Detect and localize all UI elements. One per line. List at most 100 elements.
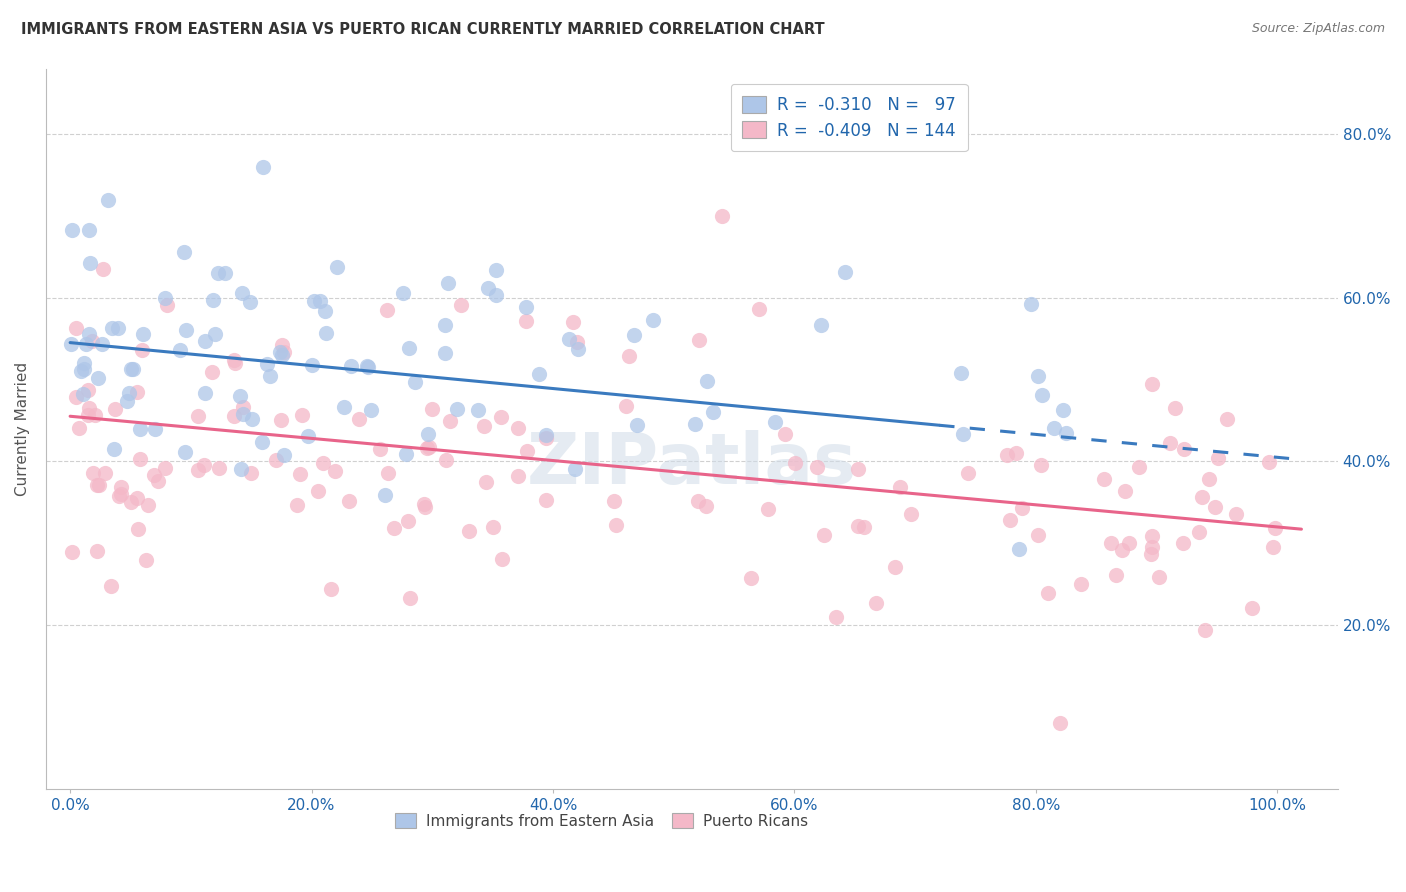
Point	[450, 297, 472, 311]
Point	[702, 404, 724, 418]
Point	[1198, 472, 1220, 486]
Point	[73, 362, 96, 376]
Point	[91, 337, 114, 351]
Point	[1036, 586, 1059, 600]
Point	[562, 315, 585, 329]
Point	[309, 294, 332, 309]
Point	[204, 327, 226, 342]
Point	[1173, 536, 1195, 550]
Point	[1188, 524, 1211, 539]
Point	[412, 497, 434, 511]
Point	[1028, 528, 1050, 542]
Point	[1105, 568, 1128, 582]
Point	[222, 409, 245, 423]
Point	[1011, 501, 1033, 516]
Point	[60, 222, 83, 236]
Point	[231, 286, 253, 301]
Point	[482, 519, 505, 533]
Point	[998, 513, 1021, 527]
Point	[1118, 536, 1140, 550]
Point	[315, 326, 337, 340]
Point	[77, 408, 100, 422]
Point	[194, 386, 217, 401]
Point	[374, 488, 396, 502]
Point	[285, 499, 308, 513]
Point	[60, 545, 83, 559]
Point	[775, 427, 797, 442]
Point	[201, 365, 224, 379]
Point	[333, 400, 356, 414]
Point	[65, 321, 87, 335]
Point	[229, 461, 252, 475]
Point	[222, 353, 245, 368]
Point	[997, 448, 1019, 462]
Point	[70, 364, 93, 378]
Point	[467, 402, 489, 417]
Point	[301, 358, 323, 372]
Point	[311, 456, 333, 470]
Point	[82, 334, 104, 349]
Point	[1206, 451, 1229, 466]
Point	[118, 386, 141, 401]
Point	[1092, 472, 1115, 486]
Point	[614, 399, 637, 413]
Point	[1043, 421, 1066, 435]
Point	[1070, 577, 1092, 591]
Point	[94, 466, 117, 480]
Point	[1099, 536, 1122, 550]
Point	[688, 334, 710, 348]
Point	[86, 478, 108, 492]
Point	[252, 160, 274, 174]
Point	[515, 314, 537, 328]
Point	[129, 422, 152, 436]
Point	[806, 460, 828, 475]
Point	[201, 293, 224, 308]
Point	[1021, 297, 1043, 311]
Point	[108, 489, 131, 503]
Point	[173, 244, 195, 259]
Point	[256, 357, 278, 371]
Point	[271, 337, 294, 351]
Point	[1142, 377, 1164, 392]
Point	[187, 409, 209, 424]
Point	[232, 400, 254, 414]
Point	[148, 475, 170, 489]
Point	[72, 356, 94, 370]
Point	[1257, 455, 1279, 469]
Point	[506, 468, 529, 483]
Point	[193, 458, 215, 472]
Point	[846, 461, 869, 475]
Point	[1163, 401, 1185, 416]
Point	[79, 401, 101, 415]
Point	[117, 393, 139, 408]
Point	[100, 579, 122, 593]
Point	[1204, 500, 1226, 515]
Point	[641, 313, 664, 327]
Point	[534, 431, 557, 445]
Point	[865, 596, 887, 610]
Point	[240, 466, 263, 480]
Point	[186, 463, 208, 477]
Point	[696, 374, 718, 388]
Point	[1173, 442, 1195, 456]
Point	[756, 502, 779, 516]
Point	[125, 491, 148, 506]
Point	[605, 518, 627, 533]
Point	[695, 499, 717, 513]
Point	[1225, 507, 1247, 521]
Point	[264, 453, 287, 467]
Point	[1028, 369, 1050, 384]
Point	[952, 427, 974, 442]
Point	[337, 494, 360, 508]
Point	[72, 386, 94, 401]
Point	[1111, 543, 1133, 558]
Point	[491, 552, 513, 566]
Point	[86, 543, 108, 558]
Point	[1052, 403, 1074, 417]
Point	[810, 318, 832, 332]
Point	[783, 456, 806, 470]
Point	[398, 341, 420, 355]
Point	[77, 222, 100, 236]
Point	[67, 421, 90, 435]
Point	[1264, 521, 1286, 535]
